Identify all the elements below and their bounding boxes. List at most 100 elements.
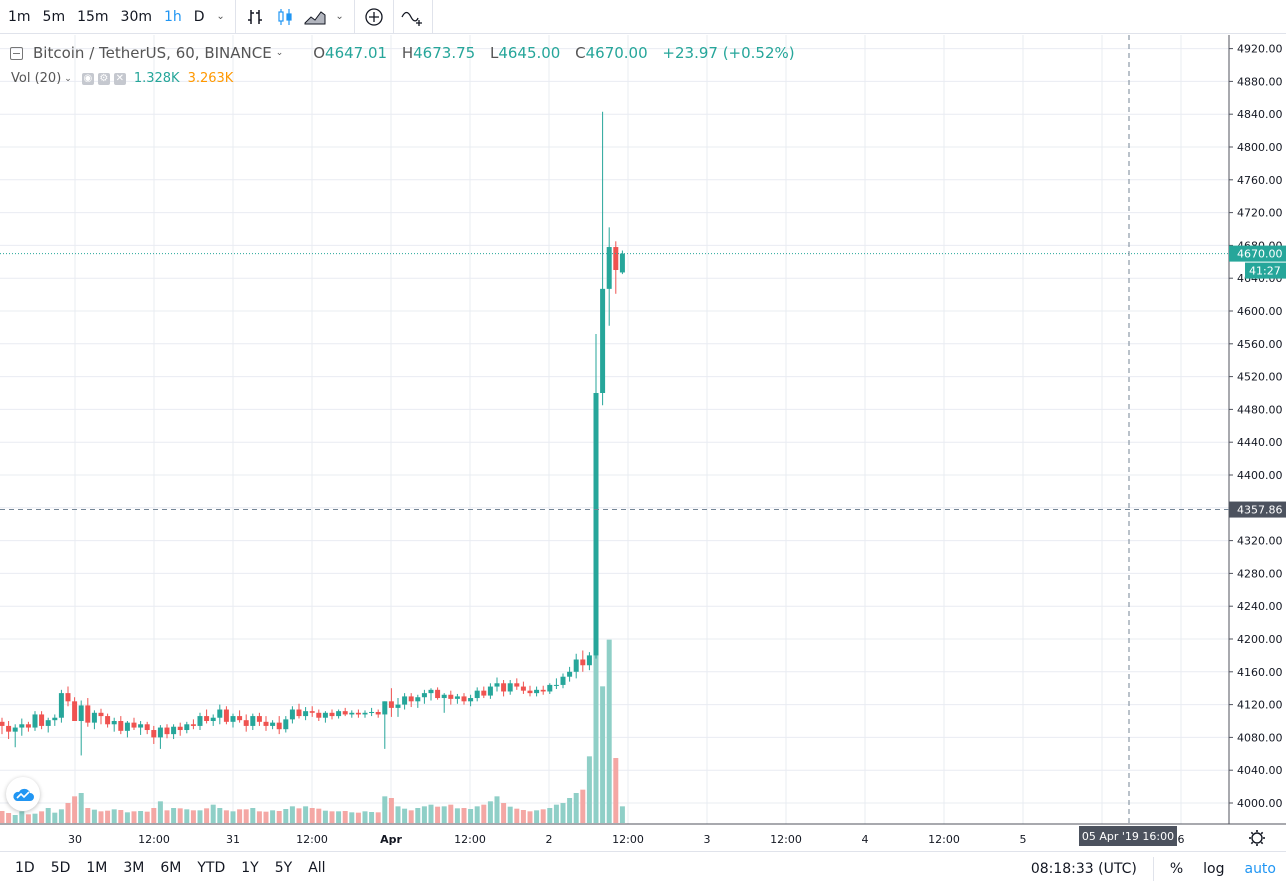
volume-bar bbox=[567, 798, 573, 823]
range-ytd[interactable]: YTD bbox=[197, 860, 226, 876]
candle-body bbox=[382, 701, 388, 715]
timeframe-1h[interactable]: 1h bbox=[164, 8, 182, 25]
volume-bar bbox=[329, 811, 335, 823]
timeframe-1m[interactable]: 1m bbox=[8, 8, 31, 25]
range-5d[interactable]: 5D bbox=[50, 860, 71, 876]
candle-body bbox=[573, 659, 579, 672]
price-tick-label: 4440.00 bbox=[1237, 436, 1283, 449]
price-tick-label: 4400.00 bbox=[1237, 469, 1283, 482]
price-tick-label: 4000.00 bbox=[1237, 797, 1283, 810]
symbol-title[interactable]: Bitcoin / TetherUS, 60, BINANCE bbox=[33, 44, 272, 62]
gear-icon[interactable]: ⚙ bbox=[97, 72, 110, 85]
candle-body bbox=[39, 714, 45, 726]
candle-body bbox=[58, 693, 64, 718]
x-tick-label: 12:00 bbox=[138, 833, 170, 846]
volume-bar bbox=[553, 804, 559, 823]
candle-body bbox=[580, 659, 586, 666]
volume-bar bbox=[124, 812, 130, 823]
volume-bar bbox=[448, 804, 454, 823]
area-style-icon[interactable] bbox=[300, 0, 330, 34]
timeframe-30m[interactable]: 30m bbox=[120, 8, 152, 25]
x-tick-label: 2 bbox=[546, 833, 553, 846]
timeframe-chevron-down-icon[interactable]: ⌄ bbox=[216, 11, 225, 22]
volume-bar bbox=[514, 808, 520, 823]
close-icon[interactable]: ✕ bbox=[113, 72, 126, 85]
tradingview-logo[interactable] bbox=[6, 777, 40, 811]
x-tick-label: 6 bbox=[1178, 833, 1185, 846]
candle-body bbox=[481, 690, 487, 696]
log-toggle[interactable]: log bbox=[1203, 860, 1225, 877]
volume-chevron-down-icon[interactable]: ⌄ bbox=[64, 73, 72, 84]
volume-bar bbox=[151, 808, 157, 823]
candle-body bbox=[270, 722, 276, 726]
range-6m[interactable]: 6M bbox=[160, 860, 182, 876]
utc-clock[interactable]: 08:18:33 (UTC) bbox=[1030, 860, 1137, 877]
current-price-tag bbox=[1229, 245, 1286, 262]
volume-bar bbox=[349, 812, 355, 823]
candle-body bbox=[355, 712, 361, 715]
range-1y[interactable]: 1Y bbox=[241, 860, 259, 876]
price-tick-label: 4760.00 bbox=[1237, 174, 1283, 187]
collapse-legend-icon[interactable] bbox=[10, 46, 23, 60]
range-1d[interactable]: 1D bbox=[15, 860, 35, 876]
compare-icon[interactable] bbox=[398, 0, 428, 34]
cloud-logo-icon bbox=[13, 788, 34, 801]
volume-bar bbox=[32, 813, 38, 823]
volume-bar bbox=[144, 811, 150, 823]
settings-gear-tooth bbox=[1260, 841, 1264, 845]
volume-bar bbox=[375, 812, 381, 823]
eye-icon[interactable]: ◉ bbox=[81, 72, 94, 85]
percent-toggle[interactable]: % bbox=[1169, 860, 1184, 877]
candle-body bbox=[78, 705, 84, 721]
range-5y[interactable]: 5Y bbox=[274, 860, 293, 876]
price-tick-label: 4200.00 bbox=[1237, 633, 1283, 646]
candle-body bbox=[421, 693, 427, 698]
candle-body bbox=[514, 683, 520, 687]
x-tick-label: 12:00 bbox=[454, 833, 486, 846]
candles-icon[interactable] bbox=[270, 0, 300, 34]
x-tick-label: 3 bbox=[704, 833, 711, 846]
top-toolbar: 1m 5m 15m 30m 1h D ⌄ ⌄ bbox=[0, 0, 1286, 34]
chart-style-chevron-down-icon[interactable]: ⌄ bbox=[335, 11, 344, 22]
volume-bar bbox=[111, 809, 117, 823]
price-tick-label: 4600.00 bbox=[1237, 305, 1283, 318]
candle-body bbox=[322, 712, 328, 718]
price-tick-label: 4120.00 bbox=[1237, 699, 1283, 712]
add-indicator-icon[interactable] bbox=[359, 0, 389, 34]
volume-bar bbox=[600, 686, 606, 823]
volume-bar bbox=[547, 808, 553, 823]
volume-bar bbox=[507, 806, 513, 823]
timeframe-5m[interactable]: 5m bbox=[42, 8, 66, 25]
timeframe-15m[interactable]: 15m bbox=[77, 8, 109, 25]
candle-body bbox=[144, 724, 150, 731]
volume-bar bbox=[250, 808, 256, 823]
price-tick-label: 4160.00 bbox=[1237, 666, 1283, 679]
timeframe-d[interactable]: D bbox=[193, 8, 205, 25]
price-tick-label: 4920.00 bbox=[1237, 43, 1283, 56]
volume-bar bbox=[19, 811, 25, 823]
candle-body bbox=[197, 716, 203, 726]
range-3m[interactable]: 3M bbox=[123, 860, 145, 876]
symbol-chevron-down-icon[interactable]: ⌄ bbox=[275, 48, 284, 58]
volume-bar bbox=[573, 793, 579, 823]
volume-bar bbox=[45, 808, 51, 823]
price-chart[interactable]: 30 12:00 31 12:00 Apr 12:00 2 12:00 3 12:00 4 12:00… bbox=[0, 35, 1286, 851]
candle-body bbox=[289, 709, 295, 720]
candle-body bbox=[190, 724, 196, 726]
range-all[interactable]: All bbox=[308, 860, 326, 876]
volume-bar bbox=[230, 811, 236, 823]
price-tick-label: 4480.00 bbox=[1237, 403, 1283, 416]
candle-body bbox=[375, 711, 381, 715]
settings-gear-icon[interactable] bbox=[1251, 832, 1263, 844]
bar-style-icon[interactable] bbox=[240, 0, 270, 34]
volume-bar bbox=[303, 806, 309, 823]
candle-body bbox=[560, 676, 566, 685]
candle-body bbox=[415, 697, 421, 702]
x-tick-label: 12:00 bbox=[770, 833, 802, 846]
range-1m[interactable]: 1M bbox=[86, 860, 108, 876]
volume-bar bbox=[98, 811, 104, 823]
candle-body bbox=[124, 722, 130, 731]
bottom-divider bbox=[1152, 856, 1154, 881]
volume-label[interactable]: Vol (20) bbox=[11, 71, 62, 86]
auto-toggle[interactable]: auto bbox=[1244, 860, 1276, 877]
